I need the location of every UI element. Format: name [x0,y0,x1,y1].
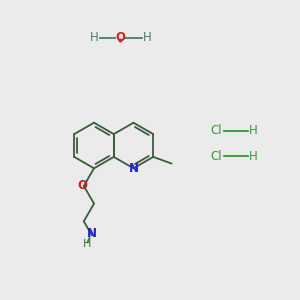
Text: H: H [249,149,258,163]
Text: O: O [115,31,125,44]
Text: H: H [82,239,91,249]
Text: Cl: Cl [210,149,222,163]
Text: O: O [77,179,87,193]
Text: H: H [142,31,152,44]
Text: N: N [87,227,97,240]
Text: Cl: Cl [210,124,222,137]
Text: H: H [90,31,99,44]
Text: H: H [249,124,258,137]
Text: N: N [129,162,139,175]
